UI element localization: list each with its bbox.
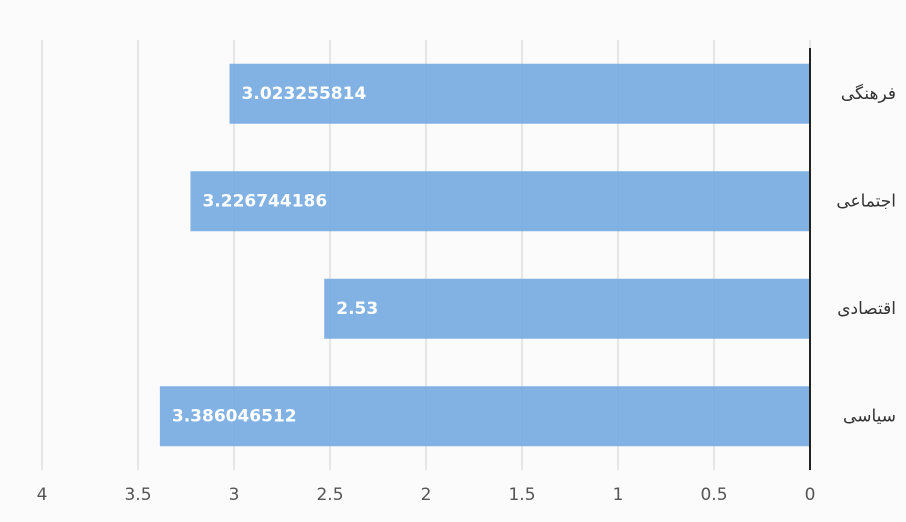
data-label: 3.386046512 [172, 406, 297, 426]
x-tick-label: 0 [805, 485, 816, 505]
x-tick-label: 2 [421, 485, 432, 505]
chart: 00.511.522.533.543.023255814فرهنگی3.2267… [0, 0, 906, 522]
y-tick-label: اجتماعی [836, 191, 896, 211]
x-tick-label: 2.5 [316, 485, 343, 505]
x-tick-label: 1 [613, 485, 624, 505]
y-tick-label: اقتصادی [837, 299, 896, 319]
x-tick-label: 1.5 [508, 485, 535, 505]
x-tick-label: 3 [229, 485, 240, 505]
data-label: 3.023255814 [242, 84, 367, 104]
data-label: 2.53 [336, 299, 378, 319]
x-tick-label: 0.5 [700, 485, 727, 505]
bar [324, 279, 810, 339]
x-tick-label: 3.5 [124, 485, 151, 505]
y-tick-label: فرهنگی [841, 83, 896, 104]
x-tick-label: 4 [37, 485, 48, 505]
y-tick-label: سیاسی [843, 406, 896, 426]
data-label: 3.226744186 [202, 191, 327, 211]
